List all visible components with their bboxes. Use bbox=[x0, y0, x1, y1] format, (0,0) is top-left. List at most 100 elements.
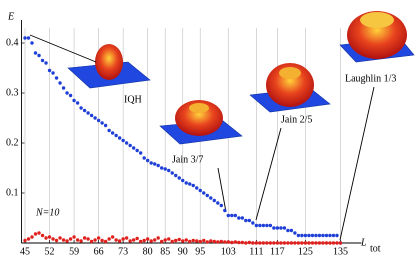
point bbox=[142, 156, 146, 160]
point bbox=[117, 239, 122, 243]
point bbox=[317, 241, 322, 245]
point bbox=[286, 241, 290, 245]
point bbox=[279, 241, 283, 245]
point bbox=[75, 101, 80, 105]
point bbox=[103, 239, 108, 244]
point bbox=[335, 233, 339, 238]
point bbox=[233, 213, 238, 218]
point bbox=[300, 241, 304, 245]
point bbox=[230, 240, 234, 245]
point bbox=[135, 236, 139, 241]
annotation: Jain 3/7 bbox=[172, 154, 203, 165]
point bbox=[37, 53, 41, 58]
point bbox=[181, 239, 185, 243]
point bbox=[100, 238, 104, 243]
point bbox=[272, 241, 276, 245]
point bbox=[26, 237, 31, 241]
x-tick-label: 103 bbox=[221, 246, 236, 257]
point bbox=[149, 161, 153, 165]
point bbox=[188, 182, 192, 186]
point bbox=[170, 171, 174, 175]
point bbox=[244, 218, 248, 223]
point bbox=[103, 123, 108, 128]
point bbox=[195, 186, 199, 190]
point bbox=[317, 233, 322, 238]
point bbox=[160, 166, 164, 170]
point bbox=[205, 193, 209, 198]
point bbox=[261, 223, 266, 228]
point bbox=[89, 239, 94, 244]
x-tick-label: 73 bbox=[118, 246, 128, 257]
point bbox=[324, 241, 329, 245]
point bbox=[240, 216, 245, 220]
point bbox=[163, 238, 167, 242]
point bbox=[331, 233, 336, 238]
point bbox=[328, 233, 332, 238]
point bbox=[293, 241, 297, 245]
point bbox=[268, 223, 273, 228]
point bbox=[223, 240, 227, 244]
point bbox=[202, 238, 206, 243]
point bbox=[275, 241, 280, 245]
point bbox=[244, 241, 248, 245]
point bbox=[321, 241, 325, 245]
point bbox=[258, 241, 262, 245]
x-tick-label: 125 bbox=[298, 246, 313, 257]
point bbox=[198, 188, 202, 193]
point bbox=[68, 237, 73, 241]
point bbox=[23, 238, 27, 243]
point bbox=[167, 237, 171, 241]
point bbox=[265, 223, 269, 228]
point bbox=[44, 61, 48, 65]
point bbox=[68, 93, 73, 98]
point bbox=[286, 228, 290, 233]
point bbox=[219, 239, 223, 244]
point bbox=[79, 106, 83, 110]
point bbox=[307, 233, 311, 238]
point bbox=[107, 237, 111, 241]
point bbox=[202, 191, 206, 195]
x-tick-label: 45 bbox=[20, 246, 30, 257]
point bbox=[61, 238, 66, 242]
point bbox=[296, 233, 301, 238]
point bbox=[72, 98, 76, 103]
x-tick-label: 66 bbox=[94, 246, 104, 257]
point bbox=[331, 241, 336, 245]
point bbox=[163, 167, 167, 171]
point bbox=[152, 162, 157, 166]
y-tick-label: 0.1 bbox=[6, 187, 19, 198]
point bbox=[131, 238, 136, 242]
point bbox=[216, 201, 220, 205]
point bbox=[321, 233, 325, 238]
annotation: IQH bbox=[124, 94, 142, 105]
point bbox=[124, 236, 129, 240]
point bbox=[282, 226, 287, 230]
point bbox=[251, 241, 255, 245]
point bbox=[47, 235, 52, 239]
point bbox=[160, 239, 164, 244]
x-tick-label: 52 bbox=[45, 246, 55, 257]
arrows bbox=[29, 34, 375, 241]
point bbox=[191, 238, 195, 243]
point bbox=[89, 113, 94, 118]
x-tick-label: 111 bbox=[249, 246, 263, 257]
point bbox=[44, 236, 48, 240]
point bbox=[275, 226, 280, 230]
point bbox=[107, 128, 111, 133]
annotation: N=10 bbox=[35, 207, 59, 218]
point bbox=[223, 208, 227, 213]
point bbox=[121, 138, 125, 143]
point bbox=[75, 238, 80, 242]
point bbox=[195, 239, 199, 243]
point bbox=[96, 236, 101, 240]
point bbox=[149, 239, 153, 243]
point bbox=[128, 143, 132, 148]
point bbox=[237, 240, 241, 245]
annotation: Laughlin 1/3 bbox=[345, 73, 396, 84]
point bbox=[51, 237, 55, 241]
point bbox=[54, 76, 59, 80]
point bbox=[233, 240, 238, 244]
point bbox=[138, 239, 143, 244]
point bbox=[61, 86, 66, 90]
point bbox=[114, 133, 118, 138]
